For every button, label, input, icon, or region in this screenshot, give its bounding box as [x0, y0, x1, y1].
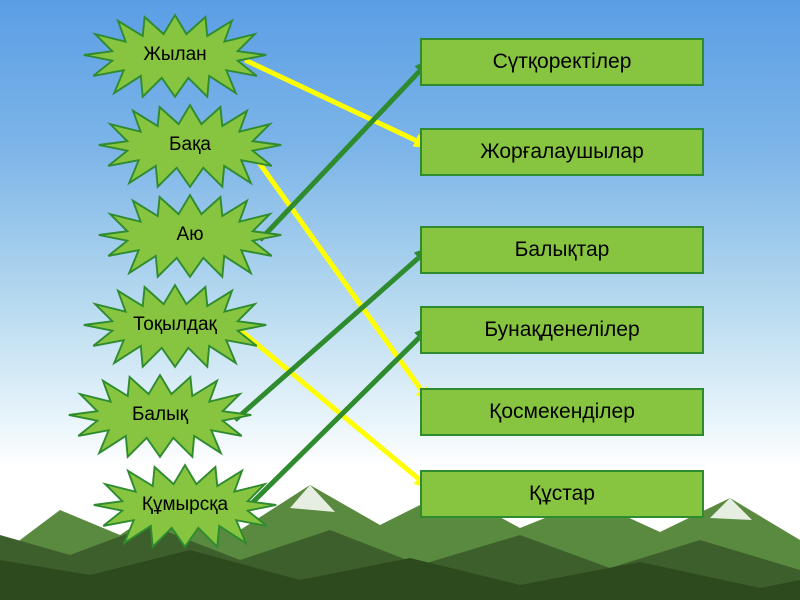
burst-label: Балық — [65, 404, 255, 426]
box-label: Жорғалаушылар — [480, 140, 644, 164]
mountains-bg — [0, 440, 800, 600]
burst-label: Аю — [95, 224, 285, 246]
box-kustar: Құстар — [420, 470, 704, 518]
burst-label: Тоқылдақ — [80, 314, 270, 336]
box-label: Құстар — [529, 482, 595, 506]
box-label: Қосмекенділер — [489, 400, 635, 424]
box-label: Сүтқоректілер — [493, 50, 632, 74]
box-kosmekendiler: Қосмекенділер — [420, 388, 704, 436]
burst-label: Жылан — [80, 44, 270, 66]
burst-shape — [95, 95, 285, 195]
burst-label: Бақа — [95, 134, 285, 156]
box-balyqtar: Балықтар — [420, 226, 704, 274]
burst-shape — [95, 185, 285, 285]
burst-baka: Бақа — [95, 95, 285, 195]
burst-shape — [80, 275, 270, 375]
box-label: Балықтар — [515, 238, 610, 262]
burst-ayu: Аю — [95, 185, 285, 285]
box-label: Бунақденелілер — [484, 318, 639, 342]
diagram-stage: ЖыланБақаАюТоқылдақБалықҚұмырсқаСүтқорек… — [0, 0, 800, 600]
burst-tokyldak: Тоқылдақ — [80, 275, 270, 375]
box-zhorgalaushylar: Жорғалаушылар — [420, 128, 704, 176]
box-bunakdeneliler: Бунақденелілер — [420, 306, 704, 354]
box-sutkorektiler: Сүтқоректілер — [420, 38, 704, 86]
burst-zhylan: Жылан — [80, 5, 270, 105]
burst-shape — [80, 5, 270, 105]
